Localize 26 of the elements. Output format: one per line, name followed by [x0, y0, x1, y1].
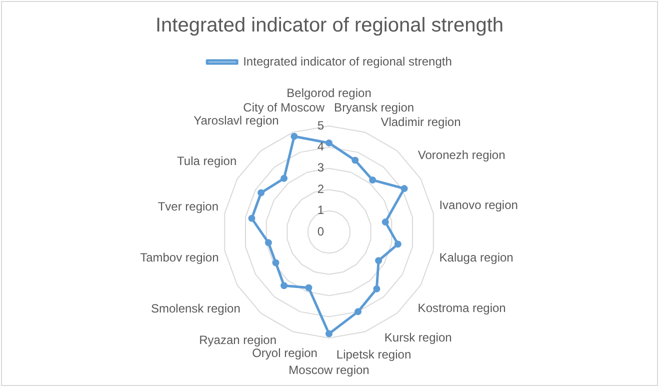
spoke-label: Tula region	[177, 154, 237, 168]
spoke-label: Tambov region	[140, 250, 219, 265]
y-tick-label: 5	[317, 118, 324, 132]
spoke-label: City of Moscow	[243, 100, 325, 114]
spoke-label: Vladimir region	[380, 114, 461, 129]
spoke-label: Ivanovo region	[439, 198, 518, 212]
spoke-label: Kostroma region	[418, 301, 506, 315]
spoke-label: Lipetsk region	[336, 347, 412, 362]
spoke-label: Oryol region	[252, 346, 318, 360]
chart-title: Integrated indicator of regional strength	[156, 14, 504, 37]
spoke-label: Moscow region	[288, 362, 370, 377]
y-tick-label: 3	[317, 160, 324, 175]
spoke-label: Kaluga region	[439, 250, 514, 264]
spoke-label: Ryazan region	[199, 332, 277, 347]
spoke-label: Tver region	[158, 199, 219, 214]
y-tick-label: 2	[317, 182, 324, 196]
spoke-label: Belgorod region	[286, 86, 372, 100]
y-tick-label: 1	[317, 203, 324, 218]
y-tick-label: 4	[317, 140, 324, 154]
spoke-label: Smolensk region	[150, 301, 240, 316]
spoke-label: Yaroslavl region	[194, 114, 279, 128]
spoke-label: Kursk region	[384, 330, 452, 345]
legend-label: Integrated indicator of regional strength	[243, 54, 452, 68]
spoke-label: Voronezh region	[418, 148, 506, 162]
spoke-label: Bryansk region	[334, 100, 414, 114]
y-tick-label: 0	[317, 224, 324, 238]
